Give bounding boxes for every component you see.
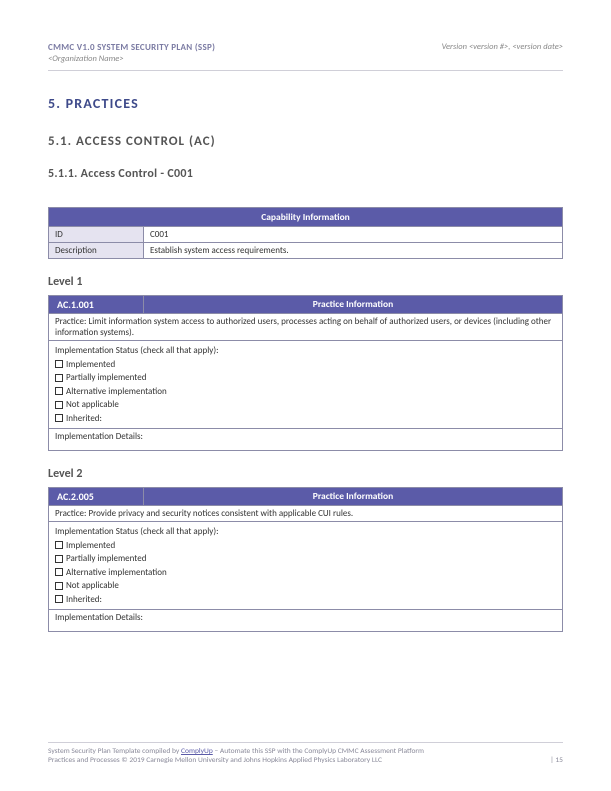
level2-details: Implementation Details: bbox=[49, 610, 563, 632]
level2-id: AC.2.005 bbox=[49, 488, 144, 506]
level1-details: Implementation Details: bbox=[49, 429, 563, 451]
level2-table: AC.2.005 Practice Information Practice: … bbox=[48, 487, 563, 632]
level2-status-label: Implementation Status (check all that ap… bbox=[55, 525, 556, 539]
doc-header: CMMC V1.0 SYSTEM SECURITY PLAN (SSP) <Or… bbox=[48, 42, 563, 64]
level1-opt-4: Inherited: bbox=[55, 412, 556, 426]
cap-desc-label: Description bbox=[49, 243, 144, 259]
doc-title: CMMC V1.0 SYSTEM SECURITY PLAN (SSP) bbox=[48, 42, 215, 53]
level2-practice: Practice: Provide privacy and security n… bbox=[49, 506, 563, 522]
cap-desc-value: Establish system access requirements. bbox=[144, 243, 563, 259]
footer-line2: Practices and Processes © 2019 Carnegie … bbox=[48, 756, 563, 765]
checkbox-icon[interactable] bbox=[55, 360, 63, 368]
section-5-heading: 5. PRACTICES bbox=[48, 95, 563, 112]
checkbox-icon[interactable] bbox=[55, 401, 63, 409]
checkbox-icon[interactable] bbox=[55, 568, 63, 576]
level1-practice: Practice: Limit information system acces… bbox=[49, 314, 563, 341]
page-number: | 15 bbox=[550, 756, 563, 765]
level1-opt-3: Not applicable bbox=[55, 398, 556, 412]
cap-id-label: ID bbox=[49, 227, 144, 243]
section-5-1-1-heading: 5.1.1. Access Control - C001 bbox=[48, 167, 563, 181]
level2-opt-0: Implemented bbox=[55, 539, 556, 553]
level2-opt-2: Alternative implementation bbox=[55, 566, 556, 580]
header-rule bbox=[48, 70, 563, 71]
checkbox-icon[interactable] bbox=[55, 374, 63, 382]
capability-header: Capability Information bbox=[49, 208, 563, 227]
level-1-heading: Level 1 bbox=[48, 275, 563, 289]
checkbox-icon[interactable] bbox=[55, 387, 63, 395]
level1-header: Practice Information bbox=[144, 296, 563, 314]
org-name: <Organization Name> bbox=[48, 54, 215, 64]
level2-opt-4: Inherited: bbox=[55, 593, 556, 607]
checkbox-icon[interactable] bbox=[55, 595, 63, 603]
level-2-heading: Level 2 bbox=[48, 467, 563, 481]
footer-line1: System Security Plan Template compiled b… bbox=[48, 747, 563, 756]
section-5-1-heading: 5.1. ACCESS CONTROL (AC) bbox=[48, 134, 563, 149]
header-left-block: CMMC V1.0 SYSTEM SECURITY PLAN (SSP) <Or… bbox=[48, 42, 215, 64]
checkbox-icon[interactable] bbox=[55, 414, 63, 422]
footer: System Security Plan Template compiled b… bbox=[48, 742, 563, 765]
capability-table: Capability Information ID C001 Descripti… bbox=[48, 207, 563, 259]
level1-table: AC.1.001 Practice Information Practice: … bbox=[48, 295, 563, 451]
checkbox-icon[interactable] bbox=[55, 582, 63, 590]
level1-status: Implementation Status (check all that ap… bbox=[49, 341, 563, 429]
cap-id-value: C001 bbox=[144, 227, 563, 243]
level2-header: Practice Information bbox=[144, 488, 563, 506]
level2-status: Implementation Status (check all that ap… bbox=[49, 522, 563, 610]
level1-id: AC.1.001 bbox=[49, 296, 144, 314]
level1-opt-0: Implemented bbox=[55, 358, 556, 372]
level1-opt-1: Partially implemented bbox=[55, 371, 556, 385]
version-text: Version <version #>, <version date> bbox=[442, 42, 563, 64]
level2-opt-1: Partially implemented bbox=[55, 552, 556, 566]
level1-status-label: Implementation Status (check all that ap… bbox=[55, 344, 556, 358]
checkbox-icon[interactable] bbox=[55, 555, 63, 563]
level1-opt-2: Alternative implementation bbox=[55, 385, 556, 399]
checkbox-icon[interactable] bbox=[55, 541, 63, 549]
complyup-link[interactable]: ComplyUp bbox=[181, 747, 213, 756]
level2-opt-3: Not applicable bbox=[55, 579, 556, 593]
footer-rule bbox=[48, 742, 563, 743]
